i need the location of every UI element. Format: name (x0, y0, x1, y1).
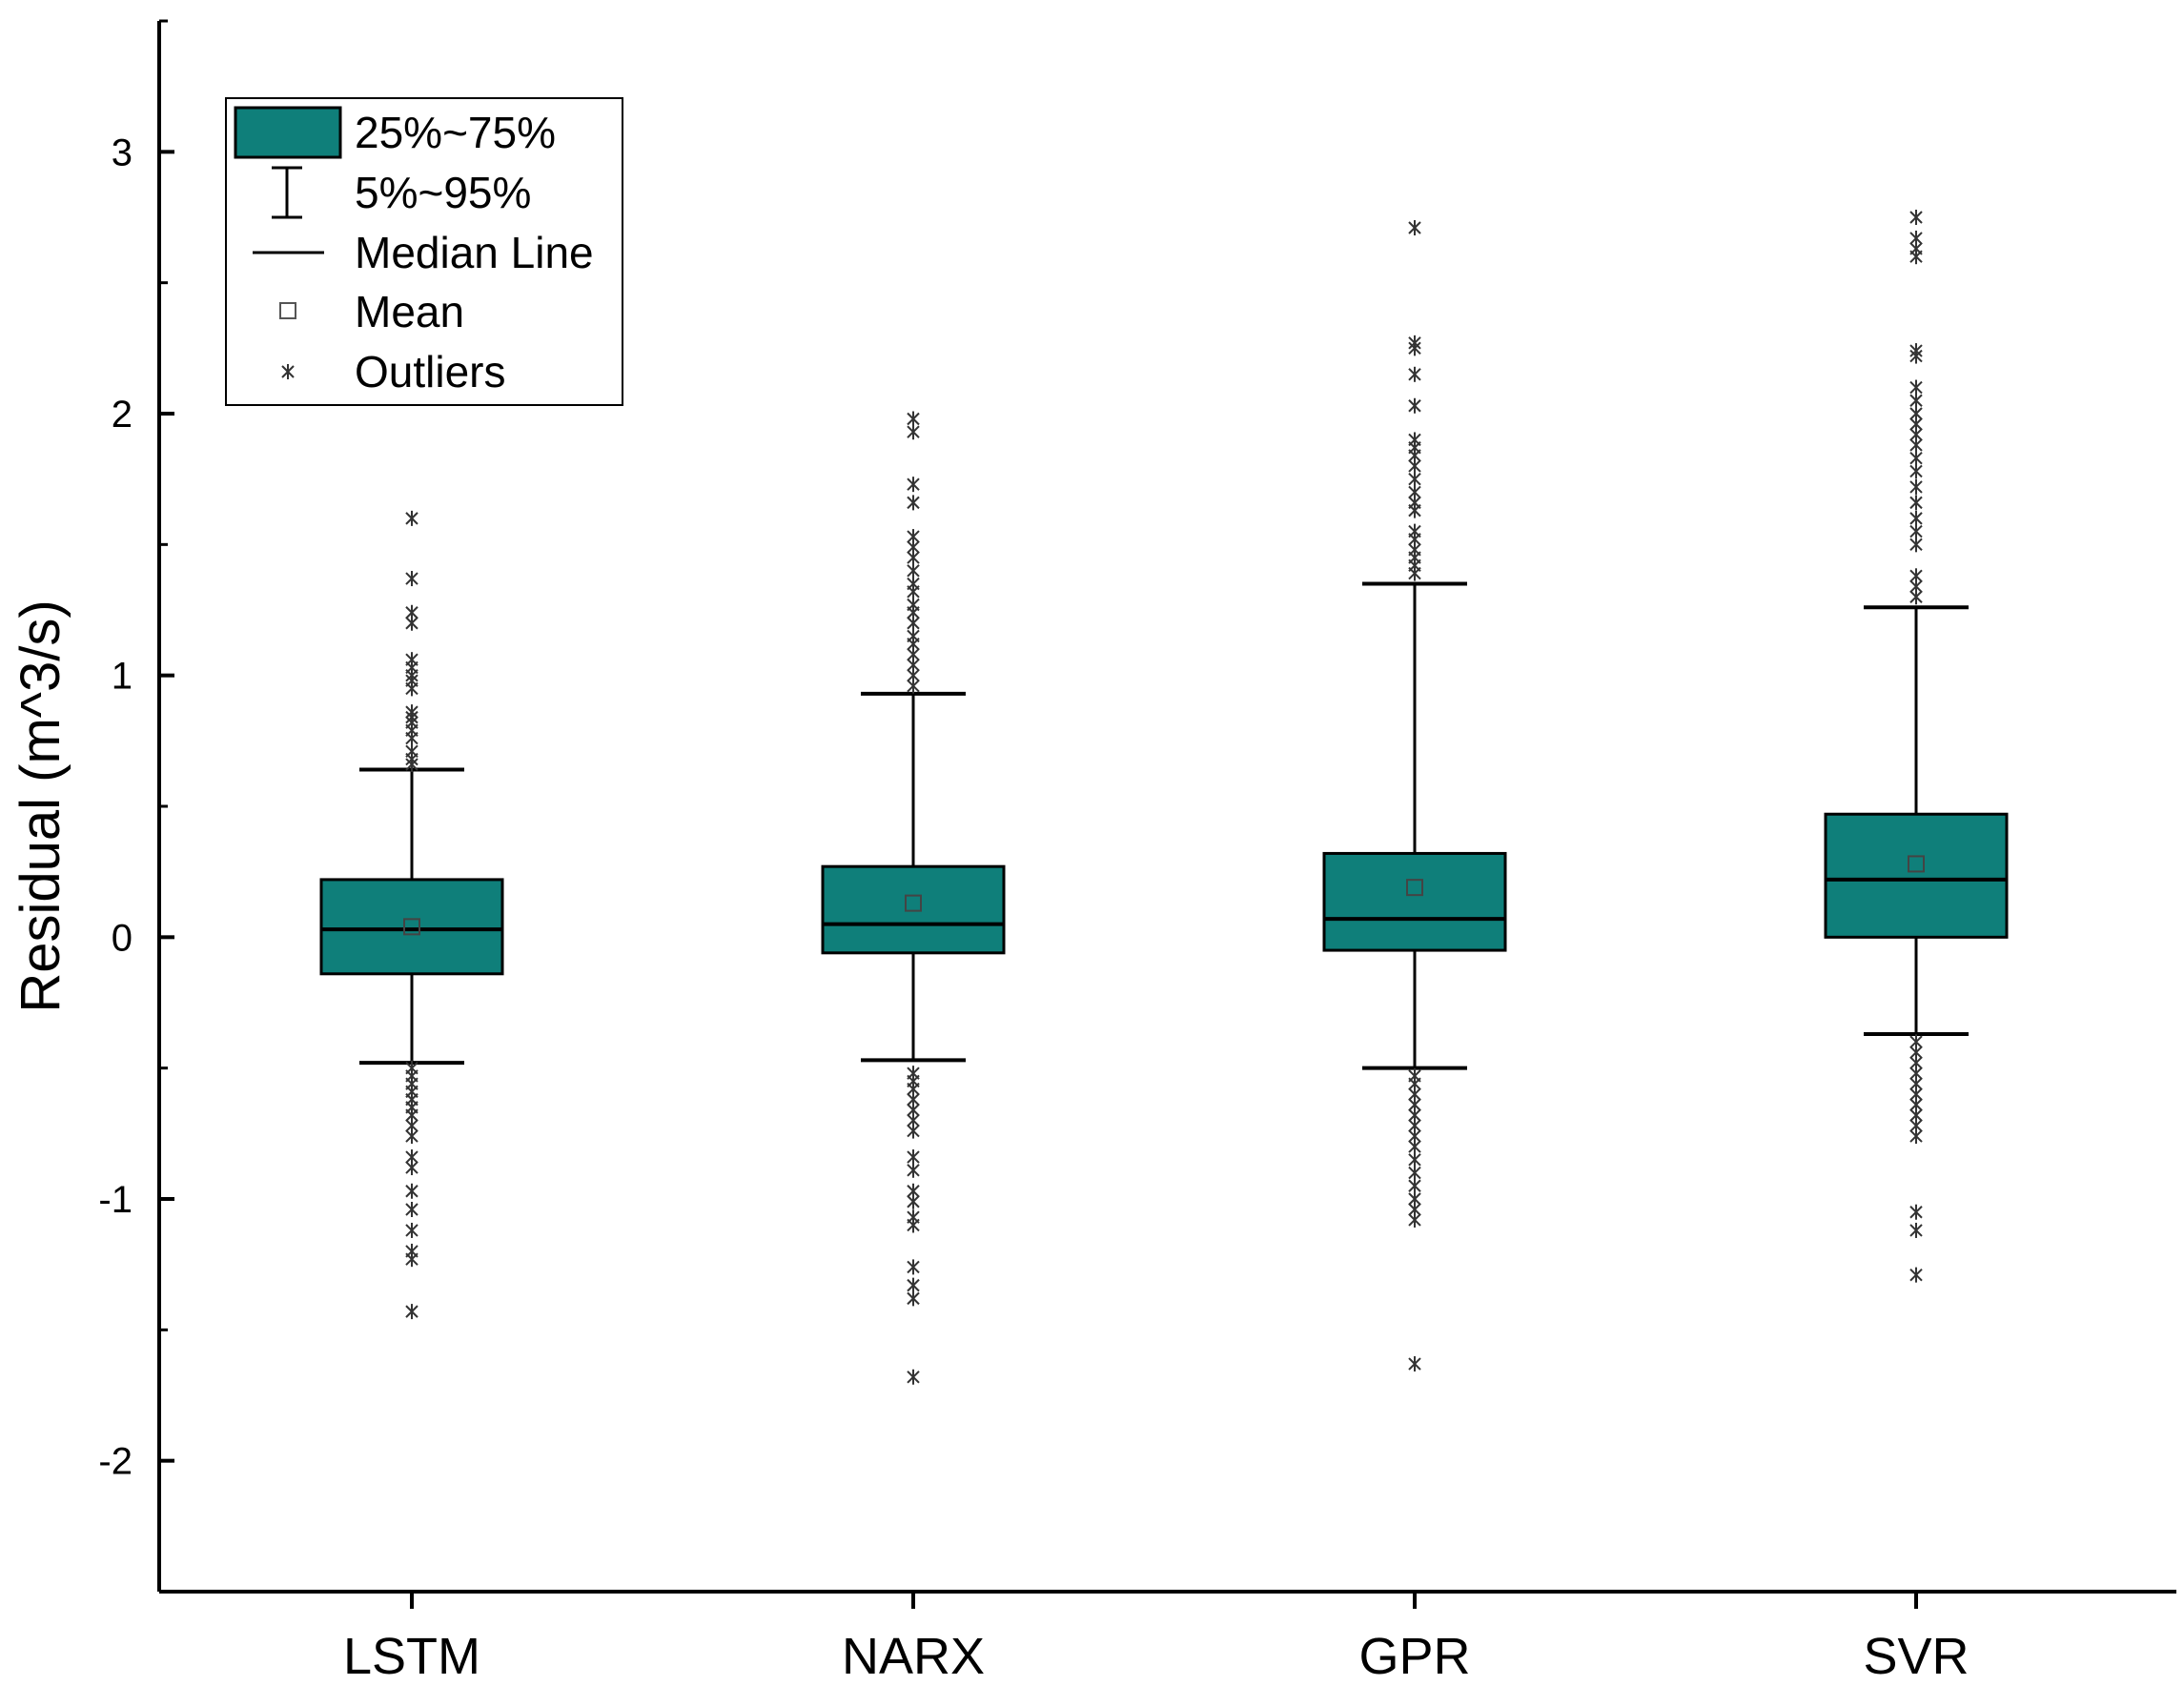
x-tick-label-gpr: GPR (1358, 1628, 1470, 1685)
box-gpr (1322, 219, 1507, 1372)
y-tick-label: 0 (112, 917, 133, 959)
outlier-point (1909, 537, 1923, 553)
legend-mean-icon (279, 302, 296, 319)
outlier-point (907, 1259, 920, 1275)
outlier-point (405, 757, 418, 773)
iqr-box (1824, 812, 2009, 939)
outlier-point (1909, 379, 1923, 396)
outlier-point (405, 1201, 418, 1217)
outlier-point (907, 583, 920, 599)
boxes-layer (319, 210, 2009, 1385)
outlier-point (907, 1123, 920, 1139)
outlier-point (1909, 393, 1923, 409)
outlier-point (405, 680, 418, 697)
outlier-point (907, 1149, 920, 1166)
x-tick-label-svr: SVR (1863, 1628, 1969, 1685)
outlier-point (1408, 1139, 1421, 1155)
outlier-point (1909, 1222, 1923, 1238)
legend-label-outliers: Outliers (355, 347, 505, 396)
outlier-point (1408, 502, 1421, 518)
outlier-point (1909, 249, 1923, 265)
outlier-point (405, 1251, 418, 1268)
legend-box-swatch (234, 106, 342, 159)
outlier-point (1909, 589, 1923, 605)
legend-label-median: Median Line (355, 228, 594, 277)
box-svr (1824, 210, 2009, 1283)
outlier-point (1408, 1165, 1421, 1181)
outlier-point (405, 1222, 418, 1238)
y-axis-title: Residual (m^3/s) (10, 599, 71, 1012)
outlier-point (1408, 457, 1421, 474)
mean-marker (905, 894, 922, 912)
y-tick-label: -2 (98, 1441, 133, 1483)
box-lstm (319, 510, 504, 1320)
outlier-point (1408, 471, 1421, 487)
axes: -2 -1 0 1 2 3 Residual (m^3/s) LSTM NARX GPR SVR (10, 19, 2176, 1685)
iqr-box (821, 864, 1006, 955)
outlier-point (405, 1128, 418, 1145)
outlier-point (1909, 463, 1923, 479)
outlier-point (1909, 478, 1923, 495)
legend-outlier-icon (281, 364, 295, 379)
legend: 25%~75% 5%~95% Median Line Mean Outliers (225, 97, 623, 406)
outlier-point (1408, 565, 1421, 581)
x-tick-label-lstm: LSTM (343, 1628, 480, 1685)
outlier-point (907, 615, 920, 631)
outlier-point (1408, 340, 1421, 356)
outlier-point (1909, 437, 1923, 453)
outlier-point (907, 1193, 920, 1209)
outlier-point (1408, 366, 1421, 382)
outlier-point (907, 1162, 920, 1178)
outlier-point (405, 1160, 418, 1176)
outlier-point (907, 1277, 920, 1293)
outlier-point (1408, 1211, 1421, 1228)
y-tick-label: 3 (112, 132, 133, 173)
outlier-point (405, 1304, 418, 1320)
outlier-point (405, 615, 418, 631)
mean-marker (403, 918, 420, 936)
outlier-point (1408, 397, 1421, 414)
outlier-point (907, 562, 920, 579)
outlier-point (907, 411, 920, 427)
outlier-point (907, 550, 920, 566)
mean-marker (1908, 855, 1925, 873)
outlier-point (405, 510, 418, 526)
outlier-point (907, 1217, 920, 1233)
outlier-point (1909, 1128, 1923, 1145)
y-tick-label: 2 (112, 394, 133, 436)
outlier-point (1909, 495, 1923, 511)
outlier-point (907, 477, 920, 493)
legend-label-box: 25%~75% (355, 108, 556, 157)
legend-whisker-icon (272, 166, 302, 219)
outlier-point (1909, 348, 1923, 364)
outlier-point (1408, 1178, 1421, 1194)
outlier-point (1909, 210, 1923, 225)
outlier-point (1909, 510, 1923, 526)
y-tick-label: 1 (112, 656, 133, 698)
outlier-point (907, 1290, 920, 1307)
outlier-point (1408, 1356, 1421, 1372)
outlier-point (405, 730, 418, 746)
box-narx (821, 411, 1006, 1385)
outlier-point (907, 495, 920, 511)
outlier-point (1909, 450, 1923, 466)
outlier-point (907, 678, 920, 694)
outlier-point (1408, 1151, 1421, 1168)
iqr-box (1322, 851, 1507, 952)
legend-label-mean: Mean (355, 287, 464, 336)
outlier-point (907, 1369, 920, 1385)
outlier-point (405, 571, 418, 587)
x-tick-label-narx: NARX (842, 1628, 985, 1685)
outlier-point (907, 424, 920, 440)
legend-label-whisker: 5%~95% (355, 168, 531, 217)
iqr-box (319, 878, 504, 976)
outlier-point (1909, 523, 1923, 539)
mean-marker (1406, 879, 1423, 897)
y-tick-label: -1 (98, 1179, 133, 1221)
outlier-point (1408, 219, 1421, 235)
outlier-point (1909, 1204, 1923, 1220)
outlier-point (405, 1183, 418, 1199)
outlier-point (1909, 1267, 1923, 1283)
